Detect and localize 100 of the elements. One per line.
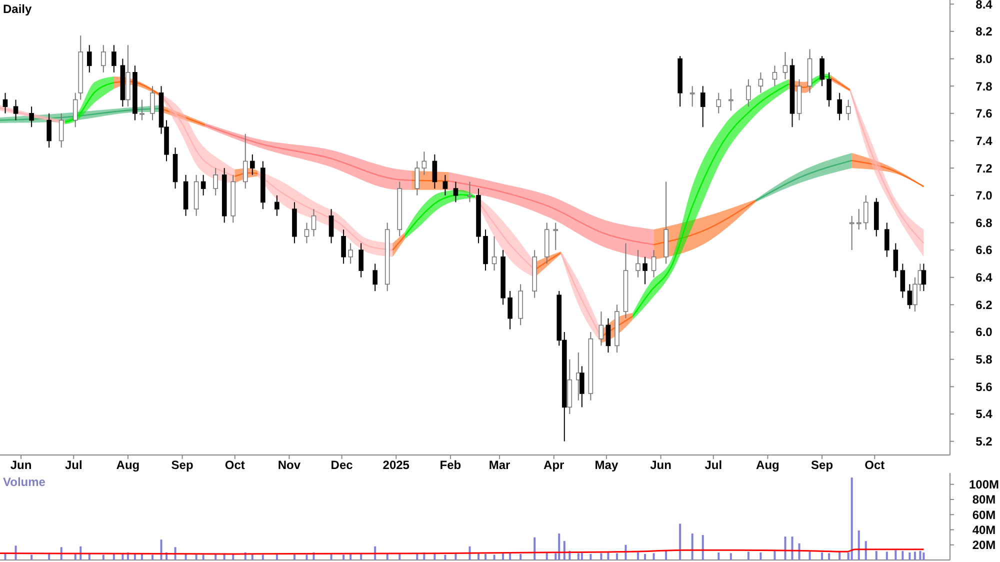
- bar: [791, 536, 794, 560]
- candlestick: [893, 242, 898, 278]
- y-tick-label: 60M: [972, 508, 996, 522]
- candlestick: [311, 208, 316, 237]
- bar: [478, 553, 480, 560]
- candlestick: [250, 154, 255, 176]
- candlestick: [86, 44, 92, 73]
- y-tick-label: 6.4: [976, 270, 993, 285]
- y-tick-label: 6.6: [976, 243, 993, 258]
- candlestick: [826, 72, 832, 108]
- y-tick-label: 8.0: [976, 52, 993, 66]
- bar: [580, 552, 583, 560]
- bar: [798, 543, 800, 560]
- candlestick: [304, 222, 310, 244]
- x-tick-label: Mar: [488, 458, 511, 472]
- candlestick: [772, 65, 778, 87]
- bar: [122, 554, 124, 560]
- bar: [875, 550, 878, 560]
- y-tick-label: 7.2: [976, 161, 993, 176]
- candlestick: [432, 154, 438, 190]
- candlestick: [2, 92, 8, 114]
- candlestick: [101, 44, 106, 73]
- candlestick: [372, 263, 378, 292]
- candlestick: [29, 106, 34, 128]
- x-tick-label: Oct: [864, 458, 885, 472]
- y-tick-label: 5.2: [976, 434, 993, 449]
- candlestick: [112, 44, 116, 73]
- candlestick: [150, 86, 155, 121]
- bar: [88, 554, 90, 560]
- candlestick: [884, 222, 890, 258]
- bar: [808, 552, 811, 560]
- bar: [262, 554, 264, 560]
- bar: [691, 534, 694, 560]
- x-tick-label: May: [594, 458, 618, 472]
- bar: [828, 553, 830, 560]
- bar: [784, 536, 786, 560]
- candlestick: [598, 311, 604, 346]
- y-tick-label: 6.2: [976, 298, 993, 312]
- candlestick: [348, 242, 353, 264]
- chart-title: Daily: [3, 2, 32, 16]
- bar: [140, 554, 143, 560]
- y-tick-label: 5.8: [976, 352, 993, 367]
- x-tick-label: Sep: [811, 458, 834, 472]
- candlestick: [636, 250, 640, 278]
- candlestick: [414, 160, 420, 196]
- bar: [534, 537, 536, 560]
- candlestick: [907, 284, 912, 310]
- y-tick-label: 100M: [968, 478, 1000, 492]
- candlestick: [921, 263, 926, 292]
- candlestick: [200, 174, 206, 196]
- candlestick: [651, 250, 656, 278]
- y-tick-label: 7.4: [976, 134, 993, 148]
- x-tick-label: Dec: [330, 458, 354, 472]
- bar: [850, 478, 853, 560]
- bar: [718, 552, 720, 560]
- bar: [350, 554, 352, 560]
- bar: [894, 550, 897, 560]
- bar: [914, 552, 916, 560]
- bar: [232, 554, 234, 560]
- bar: [330, 554, 332, 560]
- y-tick-label: 8.2: [976, 24, 993, 39]
- candlestick: [72, 92, 78, 128]
- bar: [577, 553, 580, 560]
- x-tick-label: Nov: [278, 458, 301, 472]
- x-tick-label: Feb: [440, 458, 462, 472]
- y-tick-label: 7.0: [976, 188, 993, 203]
- bar: [679, 524, 682, 560]
- bar: [919, 550, 922, 560]
- bar: [922, 552, 925, 560]
- candlestick: [690, 86, 695, 108]
- candlestick: [758, 72, 764, 94]
- x-tick-label: Aug: [116, 458, 140, 472]
- bar: [563, 541, 566, 560]
- bar: [546, 552, 548, 560]
- candlestick: [837, 92, 842, 121]
- candlestick: [358, 242, 364, 278]
- y-tick-label: 7.8: [976, 79, 993, 94]
- candlestick: [13, 99, 18, 121]
- candlestick: [341, 229, 346, 264]
- y-tick-label: 5.6: [976, 380, 993, 394]
- candlestick: [700, 86, 706, 128]
- y-tick-label: 8.4: [976, 0, 993, 12]
- bar: [195, 554, 198, 560]
- bar: [730, 553, 732, 560]
- bar: [493, 554, 496, 560]
- bar: [600, 553, 602, 560]
- bar: [48, 554, 50, 560]
- candlestick: [46, 112, 52, 148]
- bar: [652, 553, 655, 560]
- y-tick-label: 80M: [972, 492, 996, 507]
- bar: [306, 554, 308, 560]
- bar: [444, 554, 446, 560]
- x-tick-label: Aug: [756, 458, 780, 472]
- bar: [637, 552, 640, 560]
- bar: [502, 553, 504, 560]
- y-tick-label: 20M: [972, 538, 996, 552]
- bar: [886, 552, 888, 560]
- candlestick: [820, 56, 824, 87]
- x-tick-label: 2025: [382, 458, 410, 472]
- candlestick: [508, 290, 512, 330]
